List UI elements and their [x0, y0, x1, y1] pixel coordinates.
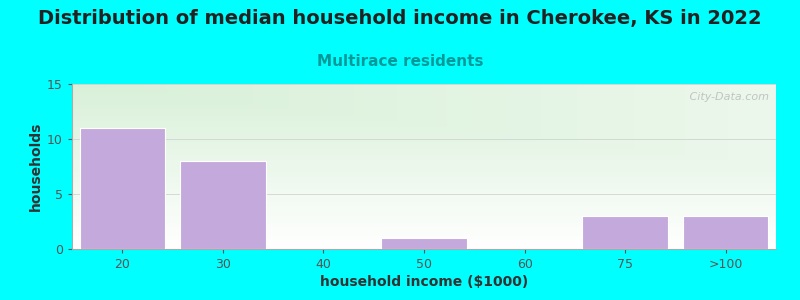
Text: City-Data.com: City-Data.com — [686, 92, 769, 102]
Y-axis label: households: households — [29, 122, 43, 211]
Bar — [382, 238, 466, 249]
Bar — [180, 161, 266, 249]
X-axis label: household income ($1000): household income ($1000) — [320, 275, 528, 289]
Text: Distribution of median household income in Cherokee, KS in 2022: Distribution of median household income … — [38, 9, 762, 28]
Text: Multirace residents: Multirace residents — [317, 54, 483, 69]
Bar — [683, 216, 769, 249]
Bar — [582, 216, 668, 249]
Bar — [79, 128, 165, 249]
